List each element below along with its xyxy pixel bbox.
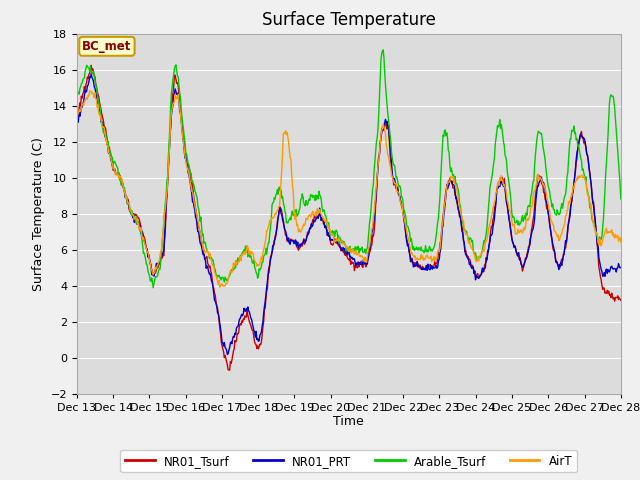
Line: NR01_Tsurf: NR01_Tsurf [77, 65, 621, 370]
NR01_Tsurf [87, 62, 95, 68]
AirT [140, 234, 147, 240]
NR01_PRT [433, 263, 440, 268]
Arable_Tsurf [73, 90, 81, 96]
NR01_PRT [83, 88, 90, 94]
NR01_Tsurf [195, 224, 202, 230]
NR01_PRT [87, 71, 95, 76]
NR01_PRT [417, 264, 424, 270]
Title: Surface Temperature: Surface Temperature [262, 11, 436, 29]
NR01_Tsurf [83, 80, 90, 85]
NR01_PRT [195, 228, 202, 234]
Text: BC_met: BC_met [82, 40, 132, 53]
X-axis label: Time: Time [333, 415, 364, 429]
Arable_Tsurf [195, 206, 202, 212]
AirT [216, 284, 223, 290]
AirT [433, 257, 440, 263]
Line: AirT: AirT [77, 91, 621, 287]
Y-axis label: Surface Temperature (C): Surface Temperature (C) [32, 137, 45, 290]
AirT [73, 112, 81, 118]
Arable_Tsurf [380, 47, 387, 53]
NR01_Tsurf [226, 367, 234, 373]
Arable_Tsurf [149, 285, 157, 290]
Arable_Tsurf [83, 62, 90, 68]
AirT [195, 220, 202, 226]
Arable_Tsurf [433, 233, 440, 239]
NR01_PRT [140, 237, 147, 242]
AirT [617, 240, 625, 245]
NR01_Tsurf [223, 362, 231, 368]
NR01_Tsurf [433, 261, 440, 266]
Arable_Tsurf [223, 277, 231, 283]
AirT [417, 256, 424, 262]
NR01_Tsurf [73, 109, 81, 115]
AirT [224, 277, 232, 283]
NR01_PRT [223, 351, 231, 357]
AirT [83, 95, 90, 101]
NR01_PRT [73, 121, 81, 127]
Line: NR01_PRT: NR01_PRT [77, 73, 621, 354]
NR01_Tsurf [140, 233, 147, 239]
NR01_Tsurf [417, 262, 424, 268]
NR01_Tsurf [617, 298, 625, 303]
AirT [86, 88, 93, 94]
Legend: NR01_Tsurf, NR01_PRT, Arable_Tsurf, AirT: NR01_Tsurf, NR01_PRT, Arable_Tsurf, AirT [120, 450, 577, 472]
NR01_PRT [224, 351, 232, 357]
Arable_Tsurf [139, 242, 147, 248]
Line: Arable_Tsurf: Arable_Tsurf [77, 50, 621, 288]
NR01_PRT [617, 264, 625, 270]
Arable_Tsurf [417, 248, 424, 253]
Arable_Tsurf [617, 196, 625, 202]
